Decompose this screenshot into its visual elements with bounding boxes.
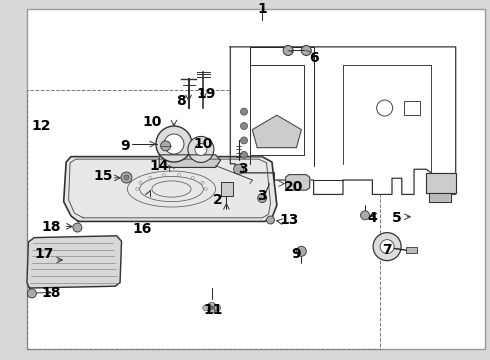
Polygon shape [230, 47, 456, 194]
Polygon shape [252, 115, 301, 148]
Circle shape [241, 151, 247, 158]
Circle shape [203, 305, 209, 311]
Text: 16: 16 [132, 222, 152, 236]
Circle shape [27, 289, 36, 298]
Circle shape [124, 175, 129, 180]
Circle shape [161, 141, 171, 151]
Text: 17: 17 [34, 247, 54, 261]
Text: 10: 10 [194, 137, 213, 151]
Circle shape [215, 305, 220, 311]
Circle shape [241, 122, 247, 130]
Circle shape [241, 108, 247, 115]
Circle shape [207, 303, 217, 313]
Bar [406, 247, 416, 253]
Circle shape [296, 246, 306, 256]
Text: 5: 5 [392, 211, 402, 225]
Text: 18: 18 [42, 220, 61, 234]
Circle shape [210, 306, 214, 310]
Circle shape [361, 211, 369, 220]
Circle shape [164, 134, 184, 154]
Text: 12: 12 [32, 119, 51, 133]
Circle shape [209, 302, 215, 308]
Circle shape [241, 137, 247, 144]
Polygon shape [250, 65, 304, 155]
Bar [404, 101, 420, 115]
Text: 3: 3 [238, 162, 247, 176]
Text: 2: 2 [213, 193, 223, 207]
Text: 20: 20 [284, 180, 304, 194]
Circle shape [283, 45, 293, 55]
Polygon shape [27, 236, 122, 288]
Text: 18: 18 [42, 287, 61, 300]
Circle shape [377, 100, 392, 116]
Text: 8: 8 [176, 94, 186, 108]
Text: 9: 9 [292, 247, 301, 261]
Circle shape [373, 233, 401, 261]
Bar [27, 90, 380, 349]
Text: 6: 6 [309, 51, 318, 65]
Polygon shape [64, 157, 277, 221]
Polygon shape [426, 173, 456, 193]
Circle shape [188, 136, 214, 162]
Text: 10: 10 [142, 116, 162, 130]
Polygon shape [159, 155, 220, 167]
Circle shape [258, 194, 267, 203]
Circle shape [73, 223, 82, 232]
Text: 19: 19 [196, 87, 216, 101]
Text: 11: 11 [203, 303, 223, 316]
Circle shape [195, 143, 207, 156]
Text: 3: 3 [257, 189, 267, 203]
Circle shape [234, 164, 244, 174]
Text: 1: 1 [257, 2, 267, 16]
Text: 9: 9 [120, 139, 130, 153]
Circle shape [209, 307, 215, 313]
Text: 13: 13 [279, 213, 299, 227]
Circle shape [380, 240, 394, 254]
Circle shape [267, 216, 274, 224]
Text: 4: 4 [368, 211, 377, 225]
Polygon shape [286, 175, 310, 190]
Circle shape [301, 45, 311, 55]
Circle shape [156, 126, 192, 162]
Bar [220, 182, 233, 196]
Text: 15: 15 [93, 170, 113, 184]
Text: 7: 7 [382, 243, 392, 257]
Circle shape [121, 172, 132, 183]
Text: 14: 14 [149, 159, 169, 173]
Polygon shape [429, 193, 451, 202]
